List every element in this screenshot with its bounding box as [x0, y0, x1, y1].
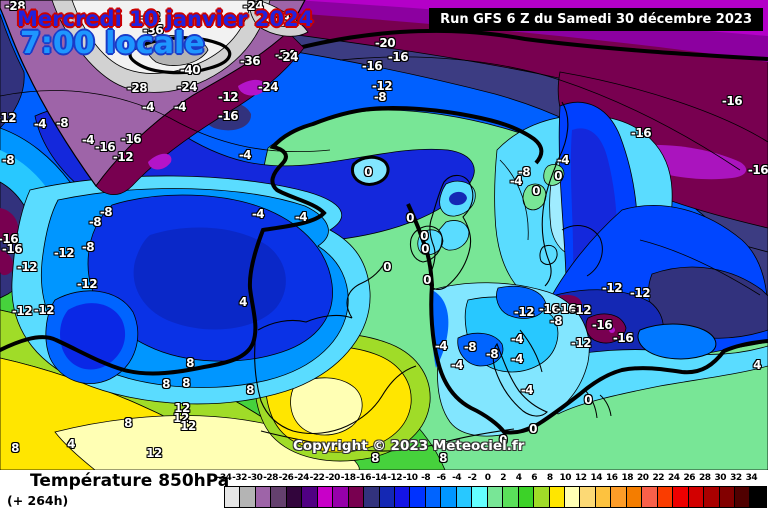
legend-tick: 16	[605, 473, 618, 483]
legend-tick: -2	[467, 473, 478, 483]
legend-cell	[564, 487, 581, 507]
legend-cell	[688, 487, 705, 507]
legend-cell	[255, 487, 272, 507]
legend-cell	[750, 487, 766, 507]
legend-cell	[719, 487, 735, 507]
legend-tick: 26	[683, 473, 696, 483]
legend-tick: -32	[232, 473, 247, 483]
legend-cell	[549, 487, 565, 507]
forecast-offset: (+ 264h)	[7, 493, 69, 508]
legend-tick: 14	[590, 473, 602, 483]
legend-tick: -18	[340, 473, 356, 483]
legend-tick: -26	[278, 473, 294, 483]
legend-cell	[595, 487, 612, 507]
legend-cell	[487, 487, 504, 507]
legend-tick: -14	[371, 473, 387, 483]
legend-tick: -6	[436, 473, 447, 483]
legend-cell	[225, 487, 241, 507]
legend-cell	[734, 487, 751, 507]
legend-tick: -16	[356, 473, 371, 483]
legend-cell	[333, 487, 349, 507]
legend-cell	[503, 487, 519, 507]
temperature-map	[0, 0, 768, 470]
legend-cell	[534, 487, 550, 507]
legend-cell	[394, 487, 411, 507]
legend-cell	[271, 487, 287, 507]
legend-cell	[348, 487, 365, 507]
legend-tick: 22	[652, 473, 665, 483]
legend-cell	[518, 487, 535, 507]
legend-cell	[626, 487, 643, 507]
legend-tick: -28	[263, 473, 278, 483]
copyright-notice: Copyright © 2023 Meteociel.fr	[293, 438, 525, 454]
legend-cell	[302, 487, 318, 507]
legend-tick: 18	[621, 473, 634, 483]
colorbar-ticks: -34 -32 -30 -28 -26 -24 -22 -20 -18 -16 -14 -12 -10-…	[217, 473, 767, 485]
legend-cell	[580, 487, 596, 507]
legend-cell	[379, 487, 395, 507]
legend-cell	[657, 487, 674, 507]
legend-cell	[611, 487, 627, 507]
legend-tick: 8	[546, 473, 553, 483]
map-title: Température 850hPa	[30, 471, 230, 491]
legend-cell	[425, 487, 442, 507]
legend-tick: 32	[730, 473, 742, 483]
legend-cell	[364, 487, 380, 507]
legend-cell	[317, 487, 334, 507]
legend-tick: -24	[294, 473, 309, 483]
legend-tick: -34	[216, 473, 232, 483]
legend-tick: 0	[484, 473, 491, 483]
legend-tick: 30	[714, 473, 727, 483]
legend-cell	[240, 487, 256, 507]
forecast-date: Mercredi 10 janvier 2024	[17, 7, 314, 31]
legend-tick: -20	[325, 473, 340, 483]
legend-tick: 34	[745, 473, 758, 483]
legend-cell	[410, 487, 426, 507]
legend-tick: -10	[402, 473, 418, 483]
legend-cell	[456, 487, 473, 507]
forecast-time: 7:00 locale	[20, 26, 205, 61]
legend-tick: 28	[699, 473, 711, 483]
legend-cell	[472, 487, 488, 507]
legend-tick: 24	[668, 473, 680, 483]
legend-tick: 2	[500, 473, 507, 483]
legend-tick: -12	[387, 473, 402, 483]
legend-tick: 4	[515, 473, 522, 483]
legend-tick: 10	[559, 473, 571, 483]
legend-tick: 12	[574, 473, 587, 483]
legend-cell	[441, 487, 457, 507]
legend-tick: -4	[452, 473, 462, 483]
legend-tick: 6	[531, 473, 538, 483]
legend-bar: Température 850hPa (+ 264h) -34 -32 -30 -28…	[0, 470, 768, 512]
colorbar	[224, 486, 767, 508]
legend-cell	[673, 487, 689, 507]
legend-tick: 20	[637, 473, 649, 483]
legend-cell	[286, 487, 303, 507]
legend-cell	[704, 487, 720, 507]
legend-cell	[642, 487, 658, 507]
model-run-info: Run GFS 6 Z du Samedi 30 décembre 2023	[429, 8, 763, 31]
legend-tick: -22	[309, 473, 325, 483]
legend-tick: -8	[421, 473, 431, 483]
legend-tick: -30	[247, 473, 263, 483]
